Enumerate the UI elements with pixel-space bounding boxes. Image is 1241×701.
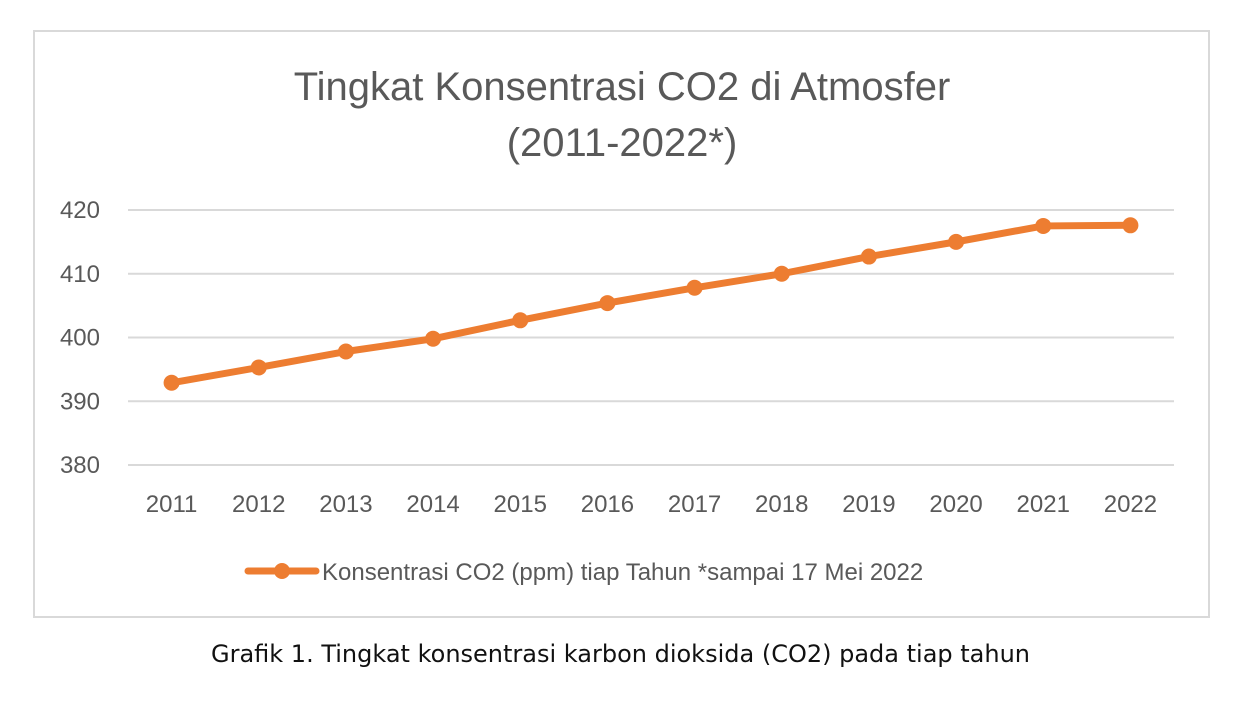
legend-label: Konsentrasi CO2 (ppm) tiap Tahun *sampai… bbox=[322, 559, 923, 586]
gridlines bbox=[128, 209, 1174, 466]
x-tick-label: 2017 bbox=[668, 491, 721, 518]
series-line bbox=[168, 221, 1134, 387]
x-tick-label: 2021 bbox=[1017, 491, 1070, 518]
data-point bbox=[1035, 217, 1052, 234]
legend: Konsentrasi CO2 (ppm) tiap Tahun *sampai… bbox=[244, 559, 923, 586]
x-tick-label: 2012 bbox=[232, 491, 285, 518]
x-tick-label: 2011 bbox=[146, 491, 198, 518]
data-point bbox=[599, 295, 616, 312]
y-tick-label: 380 bbox=[60, 452, 100, 479]
x-tick-label: 2022 bbox=[1104, 491, 1157, 518]
chart-title-line1: Tingkat Konsentrasi CO2 di Atmosfer bbox=[294, 65, 951, 109]
data-point bbox=[425, 330, 442, 347]
x-tick-label: 2013 bbox=[319, 491, 372, 518]
x-tick-label: 2014 bbox=[406, 491, 459, 518]
x-tick-label: 2020 bbox=[929, 491, 982, 518]
data-point bbox=[250, 359, 267, 376]
data-point bbox=[860, 248, 877, 265]
chart-title-line2: (2011-2022*) bbox=[507, 121, 738, 165]
data-point bbox=[337, 343, 354, 360]
chart-frame bbox=[33, 30, 1210, 618]
legend-marker-swatch bbox=[274, 563, 290, 579]
y-tick-label: 390 bbox=[60, 388, 100, 415]
x-tick-label: 2016 bbox=[581, 491, 634, 518]
x-tick-label: 2015 bbox=[494, 491, 547, 518]
y-tick-label: 410 bbox=[60, 261, 100, 288]
data-point bbox=[948, 233, 965, 250]
figure-caption: Grafik 1. Tingkat konsentrasi karbon dio… bbox=[210, 640, 1031, 668]
x-axis-ticks: 2011 2012 2013 2014 2015 2016 2017 2018 2019 2020… bbox=[146, 491, 1157, 518]
data-point bbox=[773, 265, 790, 282]
y-axis-ticks: 380 390 400 410 420 bbox=[60, 197, 100, 479]
data-point bbox=[1122, 217, 1139, 234]
y-tick-label: 420 bbox=[60, 197, 100, 224]
data-point bbox=[686, 279, 703, 296]
x-tick-label: 2019 bbox=[842, 491, 895, 518]
series-layer bbox=[163, 217, 1139, 391]
y-tick-label: 400 bbox=[60, 325, 100, 352]
x-tick-label: 2018 bbox=[755, 491, 808, 518]
data-point bbox=[512, 312, 529, 329]
data-point bbox=[163, 374, 180, 391]
